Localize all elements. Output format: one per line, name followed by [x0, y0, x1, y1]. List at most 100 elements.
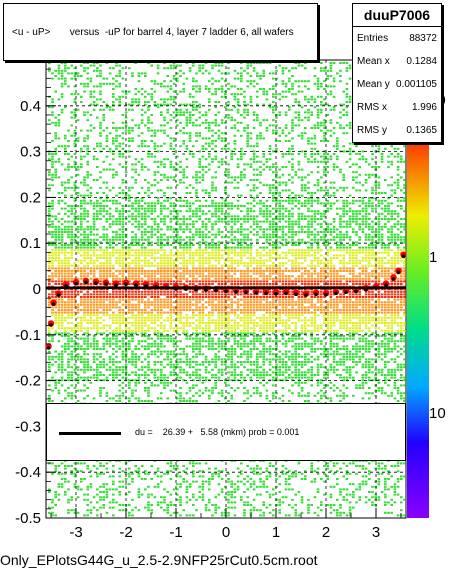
density-cell — [140, 145, 144, 148]
density-cell — [214, 254, 217, 257]
density-cell — [182, 316, 185, 319]
density-cell — [105, 314, 109, 317]
density-cell — [70, 298, 73, 301]
density-cell — [217, 283, 221, 285]
density-cell — [163, 311, 166, 314]
density-cell — [124, 111, 128, 114]
density-cell — [236, 322, 240, 324]
density-cell — [73, 238, 77, 241]
density-cell — [48, 173, 51, 176]
density-cell — [60, 111, 64, 114]
density-cell — [128, 335, 131, 337]
density-cell — [124, 368, 128, 371]
density-cell — [48, 202, 51, 205]
density-cell — [182, 264, 185, 267]
density-cell — [96, 67, 99, 70]
density-cell — [131, 168, 134, 171]
density-cell — [220, 361, 224, 363]
density-cell — [48, 259, 51, 262]
density-cell — [115, 366, 118, 369]
density-cell — [182, 82, 185, 85]
density-cell — [163, 488, 166, 491]
density-cell — [144, 488, 147, 491]
density-cell — [185, 400, 189, 402]
density-cell — [131, 350, 134, 353]
density-cell — [185, 244, 189, 246]
density-cell — [83, 218, 86, 220]
density-cell — [70, 116, 73, 119]
density-cell — [188, 361, 192, 363]
density-cell — [163, 319, 166, 322]
density-cell — [67, 345, 70, 348]
density-cell — [60, 368, 64, 371]
density-cell — [188, 236, 192, 239]
density-cell — [192, 80, 195, 83]
density-cell — [156, 290, 160, 293]
density-cell — [150, 93, 153, 96]
density-cell — [73, 181, 77, 184]
density-cell — [195, 228, 198, 231]
density-cell — [192, 277, 195, 280]
density-cell — [137, 173, 141, 176]
density-cell — [233, 376, 237, 379]
density-cell — [176, 511, 179, 514]
density-cell — [163, 290, 166, 293]
density-cell — [48, 207, 51, 210]
density-cell — [201, 205, 205, 207]
density-cell — [128, 132, 131, 135]
density-cell — [112, 314, 115, 317]
density-cell — [179, 353, 182, 356]
density-cell — [179, 496, 182, 499]
density-cell — [240, 376, 243, 379]
density-cell — [201, 257, 205, 259]
density-cell — [233, 124, 237, 127]
density-cell — [188, 363, 192, 366]
density-cell — [51, 327, 54, 330]
density-cell — [99, 176, 102, 179]
density-cell — [156, 361, 160, 363]
density-cell — [227, 215, 230, 218]
density-cell — [128, 475, 131, 478]
density-cell — [176, 124, 179, 127]
density-cell — [233, 259, 237, 262]
density-cell — [236, 194, 240, 197]
density-cell — [99, 75, 102, 77]
density-cell — [220, 218, 224, 220]
density-cell — [67, 275, 70, 278]
density-cell — [144, 210, 147, 213]
density-cell — [240, 228, 243, 231]
density-cell — [214, 88, 217, 90]
density-cell — [80, 95, 83, 98]
density-cell — [144, 231, 147, 233]
density-cell — [236, 283, 240, 285]
density-cell — [102, 366, 105, 369]
density-cell — [163, 85, 166, 88]
density-cell — [236, 361, 240, 363]
density-cell — [150, 465, 153, 467]
density-cell — [227, 202, 230, 205]
density-cell — [67, 363, 70, 366]
density-cell — [73, 108, 77, 111]
density-cell — [70, 376, 73, 379]
density-cell — [204, 387, 208, 389]
density-cell — [198, 264, 201, 267]
density-cell — [128, 186, 131, 189]
density-cell — [80, 262, 83, 265]
density-cell — [163, 272, 166, 275]
density-cell — [121, 358, 125, 361]
density-cell — [153, 275, 157, 278]
density-cell — [198, 163, 201, 166]
density-cell — [128, 272, 131, 275]
density-cell — [147, 509, 150, 512]
density-cell — [185, 241, 189, 244]
density-cell — [92, 358, 96, 361]
density-cell — [176, 215, 179, 218]
density-cell — [204, 218, 208, 220]
density-cell — [64, 194, 67, 197]
density-cell — [204, 301, 208, 304]
density-cell — [73, 233, 77, 236]
density-cell — [147, 363, 150, 366]
density-cell — [83, 264, 86, 267]
density-cell — [118, 345, 121, 348]
density-cell — [48, 215, 51, 218]
